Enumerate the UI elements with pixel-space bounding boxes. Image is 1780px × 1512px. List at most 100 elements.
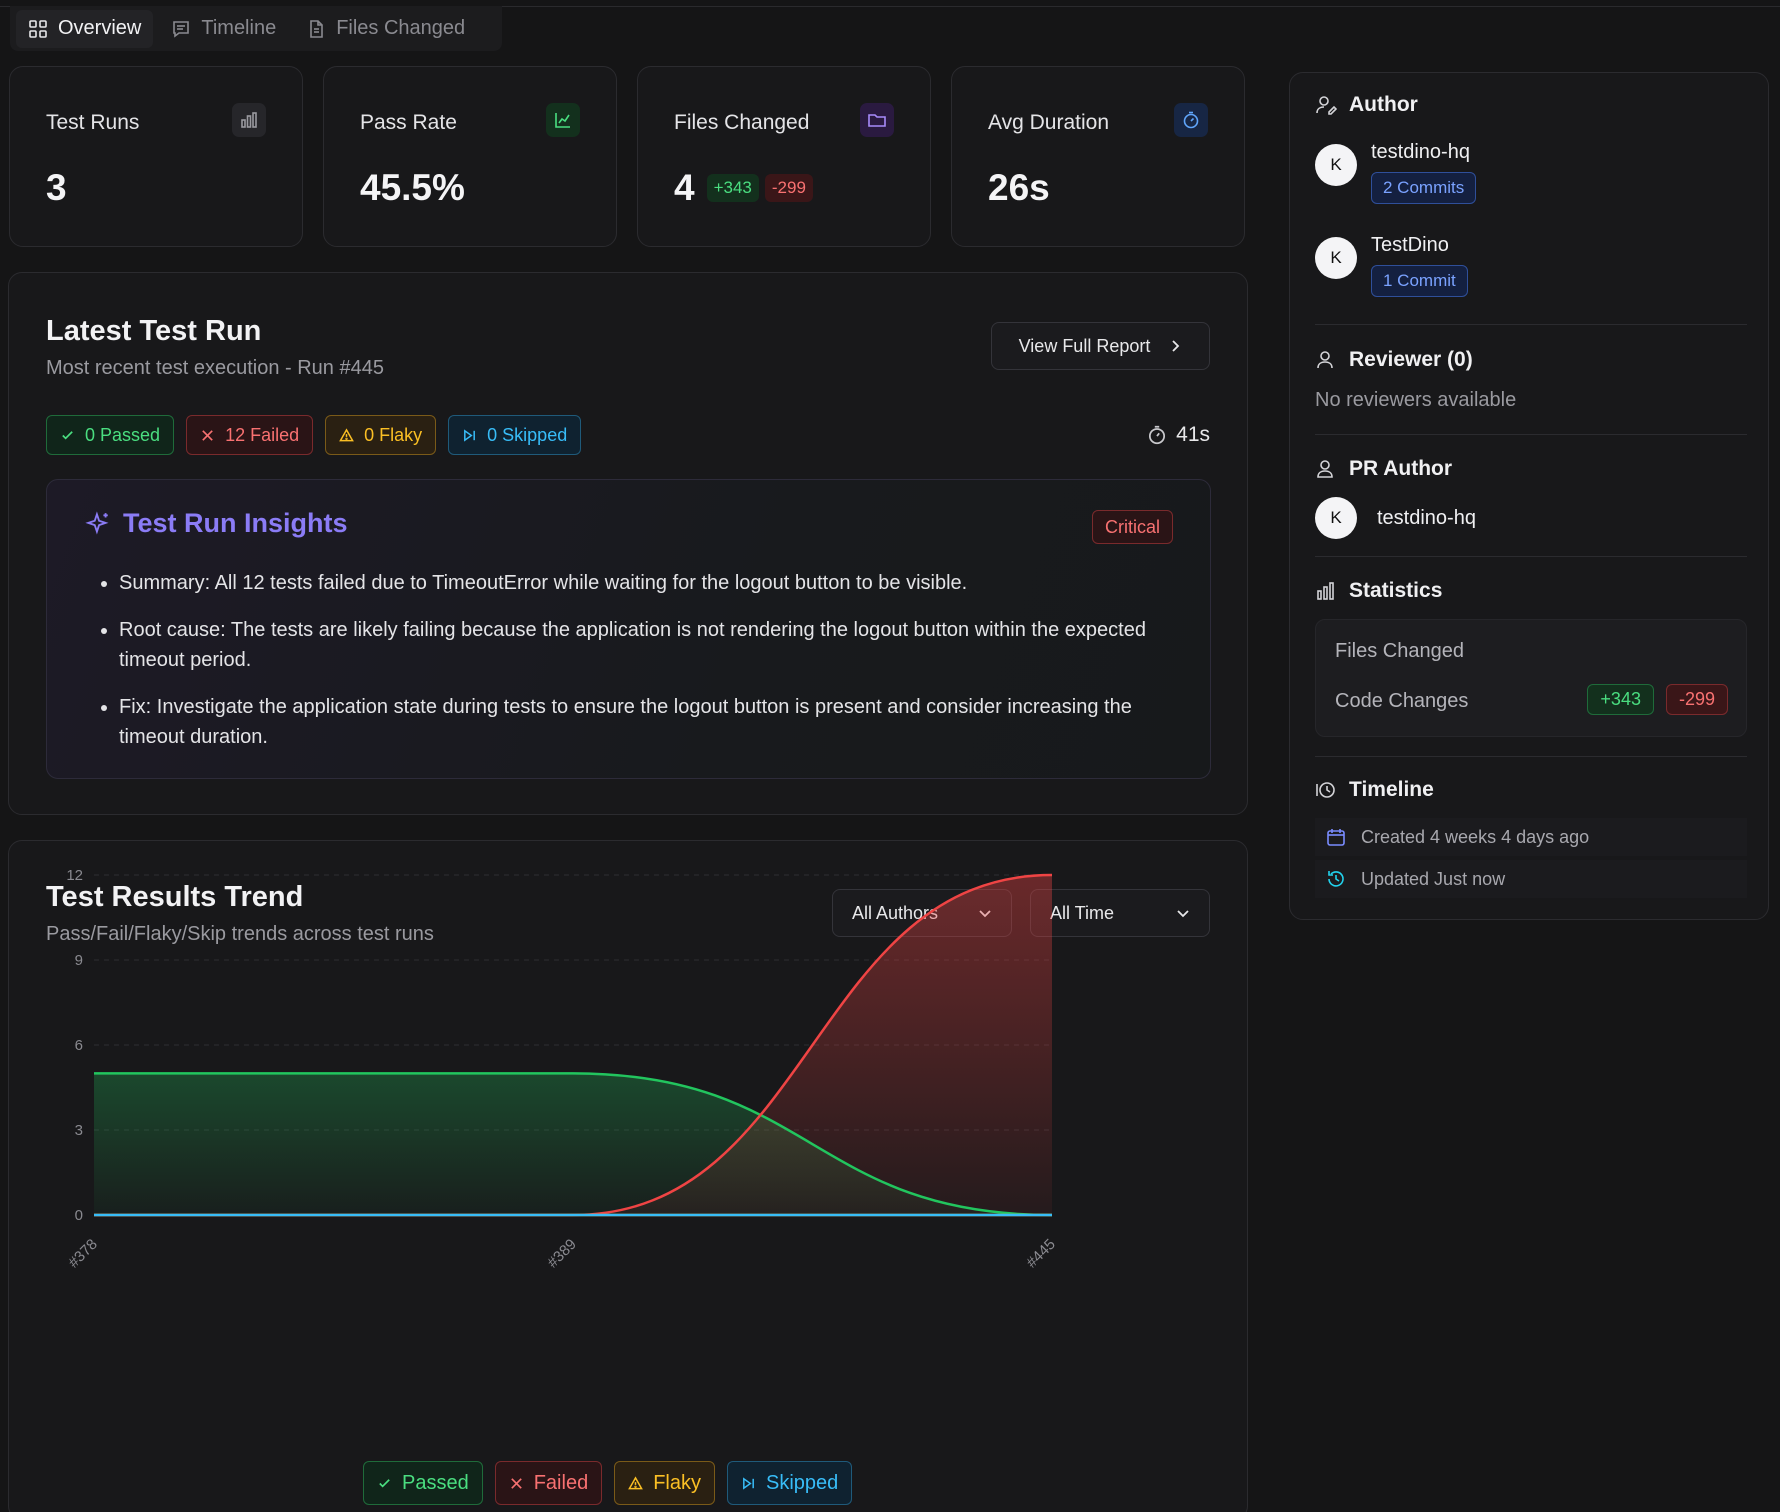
y-tick-label: 12 xyxy=(66,867,83,884)
code-changes-badges: +343 -299 xyxy=(1587,684,1728,715)
person-name[interactable]: testdino-hq xyxy=(1371,141,1470,163)
additions-badge: +343 xyxy=(1587,684,1654,715)
top-divider xyxy=(0,6,1780,7)
run-duration: 41s xyxy=(1146,423,1210,447)
pr-author-section: PR Author xyxy=(1315,457,1747,481)
failed-badge[interactable]: 12 Failed xyxy=(186,415,314,455)
legend-passed[interactable]: Passed xyxy=(363,1461,483,1505)
code-changes-label: Code Changes xyxy=(1335,690,1469,712)
section-title: Reviewer (0) xyxy=(1349,348,1473,371)
divider xyxy=(1315,434,1747,435)
y-tick-label: 9 xyxy=(75,952,83,969)
person-name[interactable]: testdino-hq xyxy=(1377,506,1476,529)
severity-badge: Critical xyxy=(1091,510,1173,544)
latest-test-run-card: Latest Test Run Most recent test executi… xyxy=(8,272,1248,815)
duration-value: 41s xyxy=(1176,423,1210,446)
badge-label: 0 Skipped xyxy=(487,424,568,445)
skip-forward-icon xyxy=(743,1476,754,1490)
legend-label: Passed xyxy=(402,1471,469,1494)
section-title: Latest Test Run xyxy=(46,315,262,347)
timeline-updated-row: Updated Just now xyxy=(1315,860,1747,898)
stat-label: Avg Duration xyxy=(988,111,1110,134)
stat-value: 4 xyxy=(674,167,695,208)
message-icon xyxy=(173,20,190,38)
warning-icon xyxy=(628,1475,644,1489)
tab-overview[interactable]: Overview xyxy=(16,9,154,48)
select-value: All Authors xyxy=(852,902,939,923)
tab-label: Overview xyxy=(58,17,142,39)
legend-flaky[interactable]: Flaky xyxy=(614,1461,715,1505)
section-title: PR Author xyxy=(1349,457,1453,480)
deletions-badge: -299 xyxy=(1665,684,1728,715)
y-tick-label: 0 xyxy=(75,1207,83,1224)
stat-label: Pass Rate xyxy=(360,111,457,134)
commits-badge[interactable]: 2 Commits xyxy=(1371,172,1477,204)
stat-value: 45.5% xyxy=(360,167,465,208)
test-results-trend-card: Test Results Trend Pass/Fail/Flaky/Skip … xyxy=(8,840,1248,1512)
user-icon xyxy=(1317,460,1333,478)
x-tick-label: #378 xyxy=(65,1236,101,1272)
x-icon xyxy=(510,1477,522,1489)
section-subtitle: Pass/Fail/Flaky/Skip trends across test … xyxy=(46,923,434,945)
refresh-history-icon xyxy=(1328,871,1344,887)
bar-chart-icon xyxy=(232,103,266,137)
sparkle-icon xyxy=(85,510,109,534)
statistics-section: Statistics xyxy=(1315,579,1747,603)
skipped-badge[interactable]: 0 Skipped xyxy=(448,415,582,455)
badge-label: 0 Passed xyxy=(85,424,161,445)
section-header: Statistics xyxy=(1315,579,1747,603)
time-filter-select[interactable]: All Time xyxy=(1030,889,1210,937)
legend-skipped[interactable]: Skipped xyxy=(727,1461,853,1505)
badge-label: 12 Failed xyxy=(225,424,300,445)
chart-legend: Passed Failed Flaky Skipped xyxy=(363,1461,853,1505)
created-text: Created 4 weeks 4 days ago xyxy=(1361,826,1590,847)
trend-chart: 0 3 6 9 12 #378 #389 #445 xyxy=(65,867,1059,1272)
empty-reviewers-text: No reviewers available xyxy=(1315,389,1517,411)
grid-icon xyxy=(29,19,47,38)
legend-failed[interactable]: Failed xyxy=(494,1461,603,1505)
tab-timeline[interactable]: Timeline xyxy=(159,10,288,48)
insights-panel: Test Run Insights Critical Summary: All … xyxy=(46,479,1211,779)
flaky-badge[interactable]: 0 Flaky xyxy=(325,415,437,455)
files-changed-label: Files Changed xyxy=(1335,640,1464,662)
stat-value: 26s xyxy=(988,167,1050,208)
y-tick-label: 6 xyxy=(75,1037,83,1054)
author-section: Author xyxy=(1315,93,1747,117)
stat-label: Test Runs xyxy=(46,111,140,134)
tab-label: Files Changed xyxy=(336,17,466,39)
tab-files-changed[interactable]: Files Changed xyxy=(294,10,477,48)
area-failed xyxy=(94,875,1052,1215)
insights-title-row: Test Run Insights xyxy=(85,508,348,539)
x-icon xyxy=(202,429,213,441)
insights-title: Test Run Insights xyxy=(123,508,348,538)
trend-chart-icon xyxy=(546,103,580,137)
stat-value: 3 xyxy=(46,167,67,208)
section-header: Reviewer (0) xyxy=(1315,348,1747,372)
stat-label: Files Changed xyxy=(674,111,810,134)
pr-sidebar: Author K testdino-hq 2 Commits K TestDin… xyxy=(1289,72,1769,920)
check-icon xyxy=(379,1478,390,1488)
insight-item: Fix: Investigate the application state d… xyxy=(119,692,1179,752)
author-person: K TestDino 1 Commit xyxy=(1315,234,1468,297)
stat-value-row: 4 +343 -299 xyxy=(674,167,813,209)
pr-author-person: K testdino-hq xyxy=(1315,497,1476,539)
timer-icon xyxy=(1149,425,1166,445)
legend-label: Failed xyxy=(533,1471,589,1494)
insights-list: Summary: All 12 tests failed due to Time… xyxy=(119,568,1179,769)
insight-item: Summary: All 12 tests failed due to Time… xyxy=(119,568,1179,598)
view-full-report-button[interactable]: View Full Report xyxy=(991,322,1210,370)
x-tick-label: #445 xyxy=(1023,1236,1059,1272)
passed-badge[interactable]: 0 Passed xyxy=(46,415,175,455)
file-icon xyxy=(310,19,324,38)
avatar: K xyxy=(1315,497,1357,539)
section-subtitle: Most recent test execution - Run #445 xyxy=(46,357,384,379)
commits-badge[interactable]: 1 Commit xyxy=(1371,265,1468,297)
warning-icon xyxy=(339,427,355,441)
reviewer-section: Reviewer (0) No reviewers available xyxy=(1315,348,1747,412)
person-name[interactable]: TestDino xyxy=(1371,234,1449,256)
check-icon xyxy=(62,430,73,440)
calendar-icon xyxy=(1327,829,1345,846)
insight-item: Root cause: The tests are likely failing… xyxy=(119,615,1179,675)
additions-badge: +343 xyxy=(706,174,759,202)
button-label: View Full Report xyxy=(1018,335,1151,356)
